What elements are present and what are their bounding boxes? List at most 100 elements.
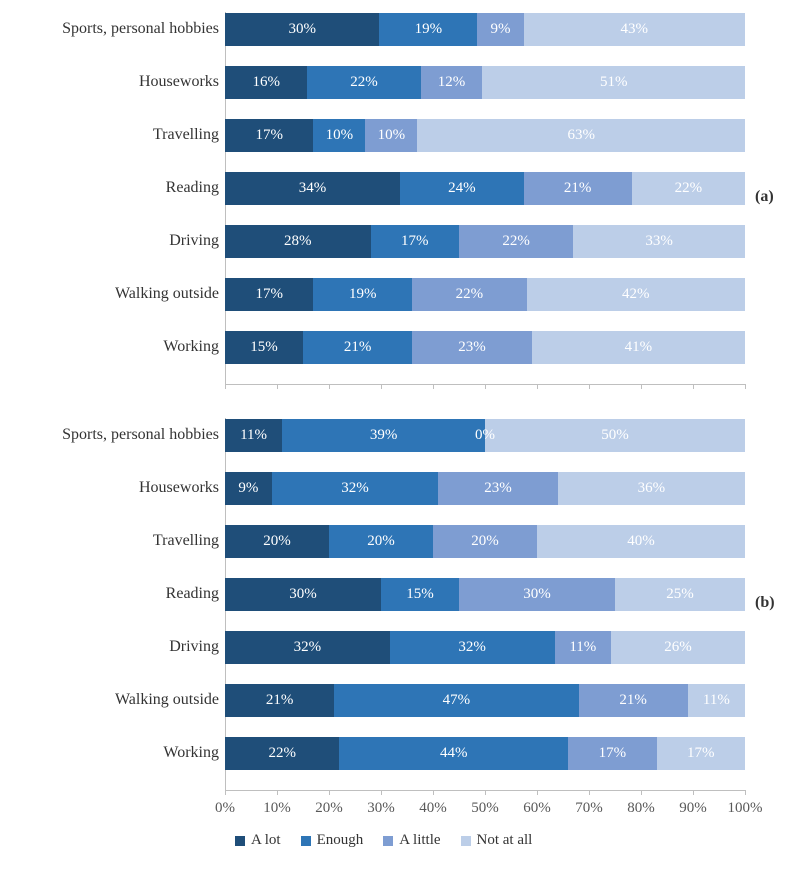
bar-segment: 16% xyxy=(225,66,307,99)
bar-segment: 63% xyxy=(417,119,745,152)
category-label: Houseworks xyxy=(139,73,219,91)
bar-segment: 9% xyxy=(225,472,272,505)
bar-segment: 32% xyxy=(390,631,555,664)
bar-row: 30%19%9%43% xyxy=(225,13,745,46)
bar-segment: 36% xyxy=(558,472,745,505)
bar-segment: 17% xyxy=(225,278,313,311)
category-label: Driving xyxy=(169,638,219,656)
x-tick xyxy=(745,790,746,795)
bar-row: 21%47%21%11% xyxy=(225,684,745,717)
plot-area: 11%39%0%50%9%32%23%36%20%20%20%40%30%15%… xyxy=(225,418,745,790)
legend-item: A little xyxy=(383,832,440,849)
x-tick-label: 40% xyxy=(419,800,447,817)
bar-row: 30%15%30%25% xyxy=(225,578,745,611)
bar-segment: 19% xyxy=(313,278,412,311)
x-tick-label: 50% xyxy=(471,800,499,817)
x-tick xyxy=(433,790,434,795)
bar-segment: 11% xyxy=(555,631,612,664)
bar-segment: 30% xyxy=(225,578,381,611)
x-tick xyxy=(589,384,590,389)
bar-row: 34%24%21%22% xyxy=(225,172,745,205)
bar-segment: 22% xyxy=(632,172,745,205)
bar-segment: 21% xyxy=(303,331,412,364)
bar-segment: 26% xyxy=(611,631,745,664)
panel-a: 30%19%9%43%16%22%12%51%17%10%10%63%34%24… xyxy=(0,12,794,384)
legend-item: Not at all xyxy=(461,832,533,849)
x-tick xyxy=(381,384,382,389)
bar-segment: 15% xyxy=(225,331,303,364)
bar-segment: 32% xyxy=(225,631,390,664)
bar-segment: 39% xyxy=(282,419,485,452)
bar-segment: 23% xyxy=(412,331,532,364)
legend-label: Not at all xyxy=(477,832,533,849)
x-tick-label: 70% xyxy=(575,800,603,817)
figure: 30%19%9%43%16%22%12%51%17%10%10%63%34%24… xyxy=(0,0,794,880)
x-tick xyxy=(225,790,226,795)
bar-segment: 9% xyxy=(477,13,523,46)
bar-row: 32%32%11%26% xyxy=(225,631,745,664)
bar-segment: 17% xyxy=(225,119,313,152)
x-tick-label: 0% xyxy=(215,800,235,817)
category-label: Houseworks xyxy=(139,479,219,497)
bar-row: 9%32%23%36% xyxy=(225,472,745,505)
x-tick xyxy=(485,790,486,795)
x-tick xyxy=(693,790,694,795)
x-tick xyxy=(693,384,694,389)
category-label: Working xyxy=(163,338,219,356)
bar-row: 17%10%10%63% xyxy=(225,119,745,152)
plot-area: 30%19%9%43%16%22%12%51%17%10%10%63%34%24… xyxy=(225,12,745,384)
legend-swatch xyxy=(383,836,393,846)
legend-swatch xyxy=(235,836,245,846)
bar-segment: 43% xyxy=(524,13,745,46)
x-tick xyxy=(277,790,278,795)
x-tick-label: 30% xyxy=(367,800,395,817)
bar-segment: 34% xyxy=(225,172,400,205)
x-tick-label: 10% xyxy=(263,800,291,817)
legend: A lot Enough A little Not at all xyxy=(235,832,532,849)
x-tick xyxy=(381,790,382,795)
bar-segment: 11% xyxy=(225,419,282,452)
bar-segment: 40% xyxy=(537,525,745,558)
bar-segment: 23% xyxy=(438,472,558,505)
legend-label: A lot xyxy=(251,832,281,849)
legend-label: Enough xyxy=(317,832,364,849)
x-tick xyxy=(537,790,538,795)
bar-segment: 30% xyxy=(225,13,379,46)
bar-segment: 10% xyxy=(313,119,365,152)
x-tick-label: 20% xyxy=(315,800,343,817)
category-label: Sports, personal hobbies xyxy=(62,20,219,38)
bar-segment: 28% xyxy=(225,225,371,258)
bar-segment: 21% xyxy=(524,172,632,205)
bar-segment: 17% xyxy=(371,225,459,258)
bar-segment: 25% xyxy=(615,578,745,611)
category-label: Working xyxy=(163,744,219,762)
bar-segment: 44% xyxy=(339,737,568,770)
x-tick-label: 90% xyxy=(679,800,707,817)
bar-row: 15%21%23%41% xyxy=(225,331,745,364)
bar-segment: 50% xyxy=(485,419,745,452)
legend-swatch xyxy=(461,836,471,846)
x-tick-label: 60% xyxy=(523,800,551,817)
bar-segment: 33% xyxy=(573,225,745,258)
bar-segment: 51% xyxy=(482,66,745,99)
category-label: Travelling xyxy=(153,126,219,144)
bar-segment: 41% xyxy=(532,331,745,364)
legend-item: Enough xyxy=(301,832,364,849)
bar-segment: 22% xyxy=(412,278,526,311)
bar-segment: 22% xyxy=(225,737,339,770)
category-label: Driving xyxy=(169,232,219,250)
x-tick xyxy=(329,790,330,795)
x-tick xyxy=(225,384,226,389)
bar-segment: 20% xyxy=(329,525,433,558)
x-tick xyxy=(537,384,538,389)
bar-segment: 47% xyxy=(334,684,578,717)
x-tick-label: 100% xyxy=(728,800,763,817)
x-tick xyxy=(485,384,486,389)
x-tick xyxy=(329,384,330,389)
bar-row: 17%19%22%42% xyxy=(225,278,745,311)
category-label: Walking outside xyxy=(115,285,219,303)
bar-segment: 12% xyxy=(421,66,483,99)
bar-segment: 10% xyxy=(365,119,417,152)
bar-row: 16%22%12%51% xyxy=(225,66,745,99)
bar-segment: 19% xyxy=(379,13,477,46)
